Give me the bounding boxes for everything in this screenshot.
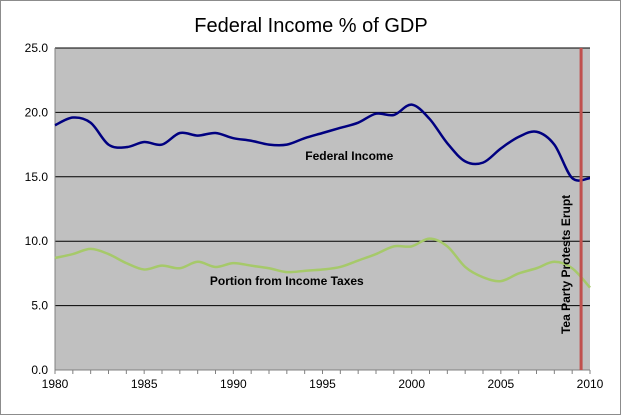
plot-area bbox=[55, 48, 590, 370]
x-tick-label-2005: 2005 bbox=[487, 377, 514, 391]
annotation-portion-from-income-taxes: Portion from Income Taxes bbox=[210, 274, 364, 288]
x-tick-label-1980: 1980 bbox=[42, 377, 69, 391]
chart-title: Federal Income % of GDP bbox=[194, 15, 427, 37]
x-tick-label-2000: 2000 bbox=[398, 377, 425, 391]
series-line-federal-income bbox=[54, 103, 591, 182]
series-lines bbox=[54, 103, 591, 289]
y-tick-label-15.0: 15.0 bbox=[25, 170, 49, 184]
y-tick-label-5.0: 5.0 bbox=[31, 299, 48, 313]
event-marker-label: Tea Party Protests Erupt bbox=[559, 195, 573, 334]
y-tick-label-10.0: 10.0 bbox=[25, 234, 49, 248]
x-tick-label-2010: 2010 bbox=[577, 377, 604, 391]
annotations: Federal Income Portion from Income Taxes bbox=[210, 149, 394, 288]
gridlines bbox=[55, 47, 590, 307]
x-tick-label-1990: 1990 bbox=[220, 377, 247, 391]
y-tick-label-20.0: 20.0 bbox=[25, 105, 49, 119]
x-tick-label-1985: 1985 bbox=[131, 377, 158, 391]
annotation-federal-income: Federal Income bbox=[305, 149, 393, 163]
event-marker: Tea Party Protests Erupt bbox=[559, 48, 583, 370]
y-tick-label-0.0: 0.0 bbox=[31, 363, 48, 377]
x-tick-label-1995: 1995 bbox=[309, 377, 336, 391]
y-tick-label-25.0: 25.0 bbox=[25, 41, 49, 55]
axes: 0.0 5.0 10.0 15.0 20.0 25.0 1980 1985 1990 1995 20… bbox=[25, 41, 604, 391]
series-line-portion-from-income-taxes bbox=[54, 237, 591, 289]
